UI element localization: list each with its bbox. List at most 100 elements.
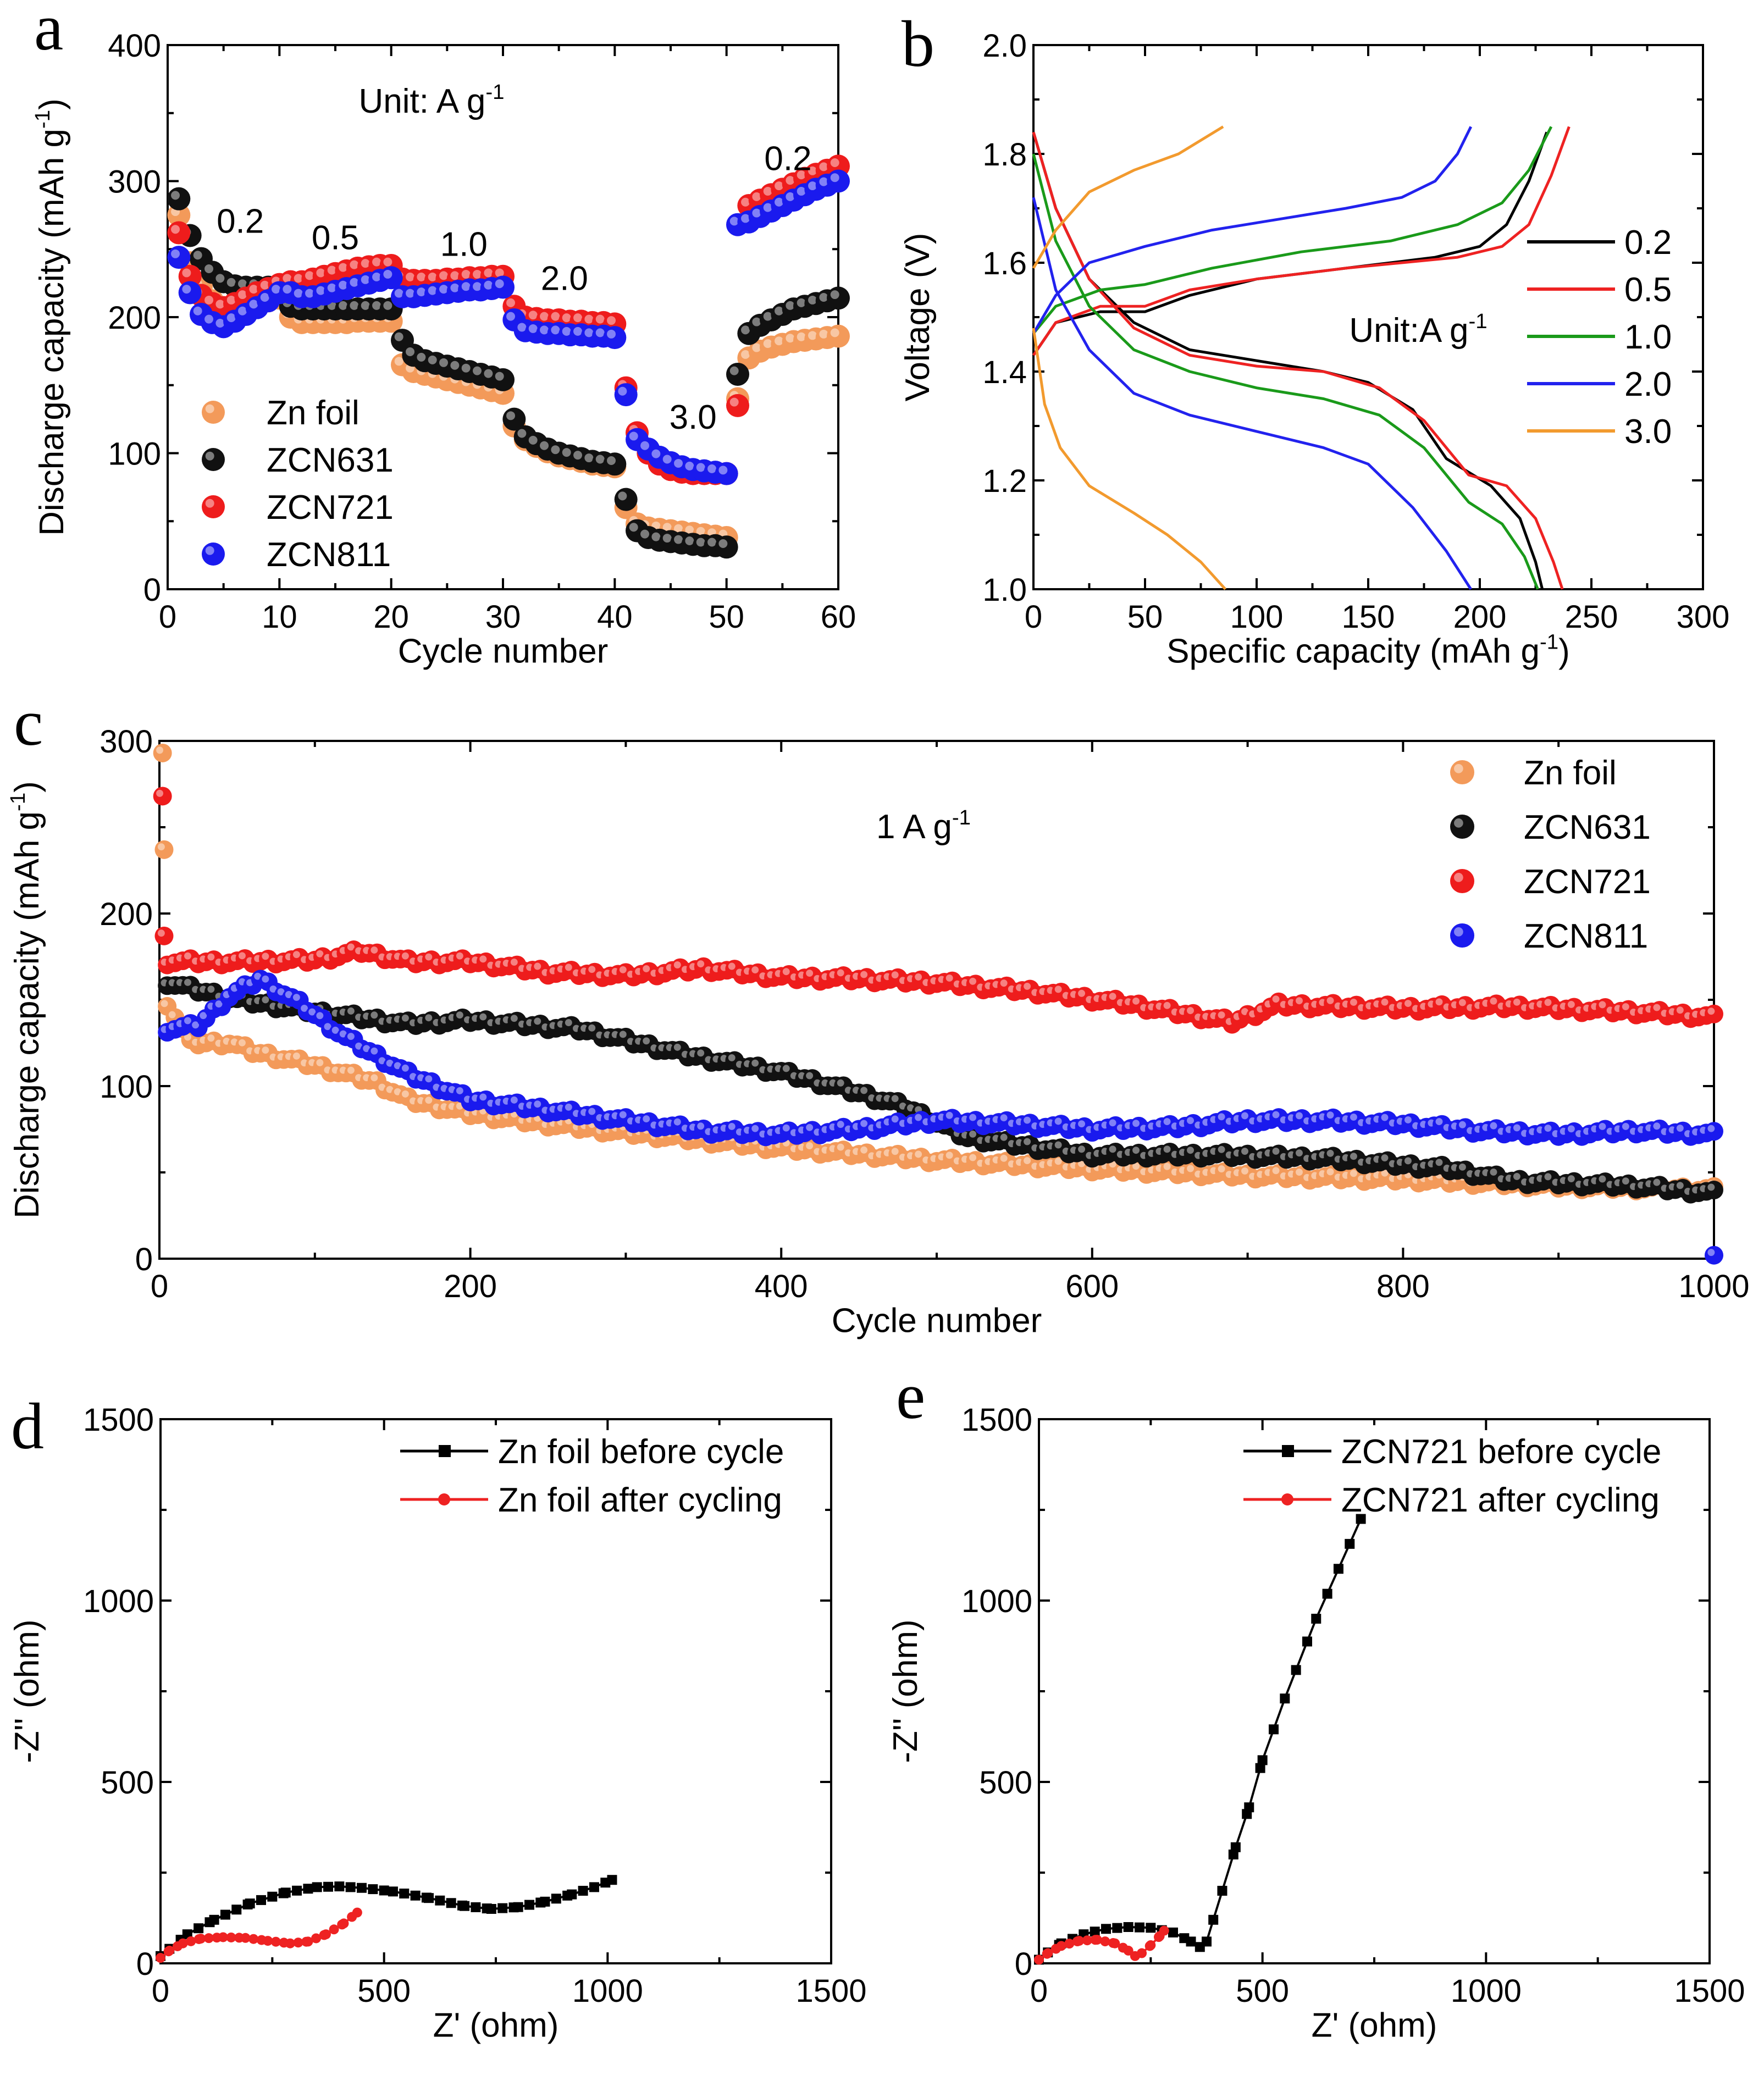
data-point xyxy=(1123,1945,1133,1956)
data-point-shine xyxy=(741,197,750,207)
data-point-shine xyxy=(1653,1178,1661,1186)
data-point-shine xyxy=(1350,1170,1357,1177)
data-point-shine xyxy=(1490,997,1497,1005)
data-point-shine xyxy=(782,968,790,976)
data-point xyxy=(1056,1941,1066,1951)
data-point-shine xyxy=(775,197,784,207)
data-point-shine xyxy=(629,431,638,441)
x-tick-label: 0 xyxy=(1030,1973,1048,2009)
data-point-shine xyxy=(495,268,504,278)
data-point-shine xyxy=(371,1047,378,1055)
data-point-shine xyxy=(461,363,471,373)
data-point-shine xyxy=(763,203,772,212)
rate-label: 0.2 xyxy=(764,140,811,178)
data-point-shine xyxy=(1296,997,1303,1005)
data-point xyxy=(1135,1922,1144,1933)
data-point-shine xyxy=(372,301,381,310)
data-point-shine xyxy=(640,529,650,539)
y-tick-label: 500 xyxy=(101,1765,154,1801)
data-point-shine xyxy=(479,955,487,963)
data-point xyxy=(280,1887,291,1898)
data-point xyxy=(715,535,738,559)
data-point-shine xyxy=(506,411,516,420)
data-point-shine xyxy=(837,969,844,977)
data-point-shine xyxy=(308,1008,316,1016)
chart-c: 0 200 400 600 800 1000 0 100 200 300 Cycle number D… xyxy=(6,686,1749,1339)
data-point xyxy=(1074,1936,1085,1946)
data-point-shine xyxy=(528,324,538,333)
data-point-shine xyxy=(215,274,225,283)
data-point-shine xyxy=(1218,1011,1225,1019)
x-tick-label: 1000 xyxy=(1451,1973,1522,2009)
y-axis-label-main: Discharge capacity (mAh g xyxy=(8,811,46,1219)
data-point-shine xyxy=(510,1096,518,1104)
data-point-shine xyxy=(752,208,761,218)
legend-label: 2.0 xyxy=(1624,366,1672,403)
legend-marker xyxy=(439,1445,451,1457)
data-point-shine xyxy=(1381,1154,1389,1162)
data-point xyxy=(292,1885,302,1896)
data-point-shine xyxy=(1024,982,1031,990)
data-point xyxy=(491,368,515,391)
data-point xyxy=(726,394,749,417)
data-point-shine xyxy=(495,372,504,381)
data-point xyxy=(1705,1181,1723,1200)
data-point-shine xyxy=(347,1007,355,1015)
data-point-shine xyxy=(573,326,583,336)
data-point-shine xyxy=(204,295,214,305)
data-point-shine xyxy=(215,319,225,328)
data-point-shine xyxy=(819,293,828,302)
y-tick-label: 2.0 xyxy=(982,28,1027,64)
data-point-shine xyxy=(1024,1157,1031,1165)
data-point-shine xyxy=(565,964,572,971)
data-point-shine xyxy=(456,952,463,960)
data-point-shine xyxy=(551,325,560,335)
data-point-shine xyxy=(305,289,314,298)
data-point-shine xyxy=(969,977,977,985)
data-point-shine xyxy=(262,953,269,960)
y-tick-label: 1.0 xyxy=(982,572,1027,608)
x-tick-label: 200 xyxy=(1453,599,1507,635)
x-axis-label: Cycle number xyxy=(398,632,608,670)
data-point-shine xyxy=(1707,1007,1715,1015)
unit-annotation-sup: -1 xyxy=(485,80,504,104)
data-point xyxy=(167,246,191,269)
data-point-shine xyxy=(728,1054,736,1061)
data-point xyxy=(303,1884,313,1894)
data-point-shine xyxy=(751,1059,759,1067)
x-axis-label: Z' (ohm) xyxy=(433,2006,559,2044)
data-point-shine xyxy=(915,1150,922,1158)
data-point xyxy=(1137,1948,1147,1958)
data-point-shine xyxy=(1109,1119,1116,1127)
data-point-shine xyxy=(461,269,471,279)
x-tick-label: 1000 xyxy=(1678,1269,1749,1304)
data-point-shine xyxy=(339,263,348,272)
data-point-shine xyxy=(1381,1169,1389,1177)
data-point-shine xyxy=(316,950,324,957)
curve-0.5-discharge xyxy=(1032,131,1564,590)
data-point xyxy=(186,1936,196,1946)
data-point xyxy=(410,1890,421,1901)
data-point xyxy=(388,1886,398,1897)
data-point-shine xyxy=(837,1079,844,1087)
data-point-shine xyxy=(506,312,516,321)
data-point-shine xyxy=(797,186,806,196)
data-point-shine xyxy=(707,464,717,473)
data-point-shine xyxy=(643,965,650,972)
data-point-shine xyxy=(1513,998,1520,1006)
y-tick-label: 1500 xyxy=(83,1402,154,1438)
chart-e: 0 500 1000 1500 0 500 1000 1500 Z' (ohm) -Z'' (oh… xyxy=(887,1359,1745,2044)
data-point-shine xyxy=(506,298,516,307)
x-tick-label: 0 xyxy=(159,599,176,635)
y-axis-label-end: ) xyxy=(8,781,46,793)
data-point-shine xyxy=(1707,1125,1715,1132)
data-point xyxy=(726,362,749,386)
data-point-shine xyxy=(573,313,583,323)
x-tick-label: 500 xyxy=(1236,1973,1289,2009)
data-point-shine xyxy=(428,355,437,364)
data-point-shine xyxy=(808,181,817,191)
data-point xyxy=(1110,1938,1120,1948)
data-point xyxy=(513,1902,523,1912)
data-point-shine xyxy=(292,951,300,959)
data-point-shine xyxy=(324,1023,331,1031)
